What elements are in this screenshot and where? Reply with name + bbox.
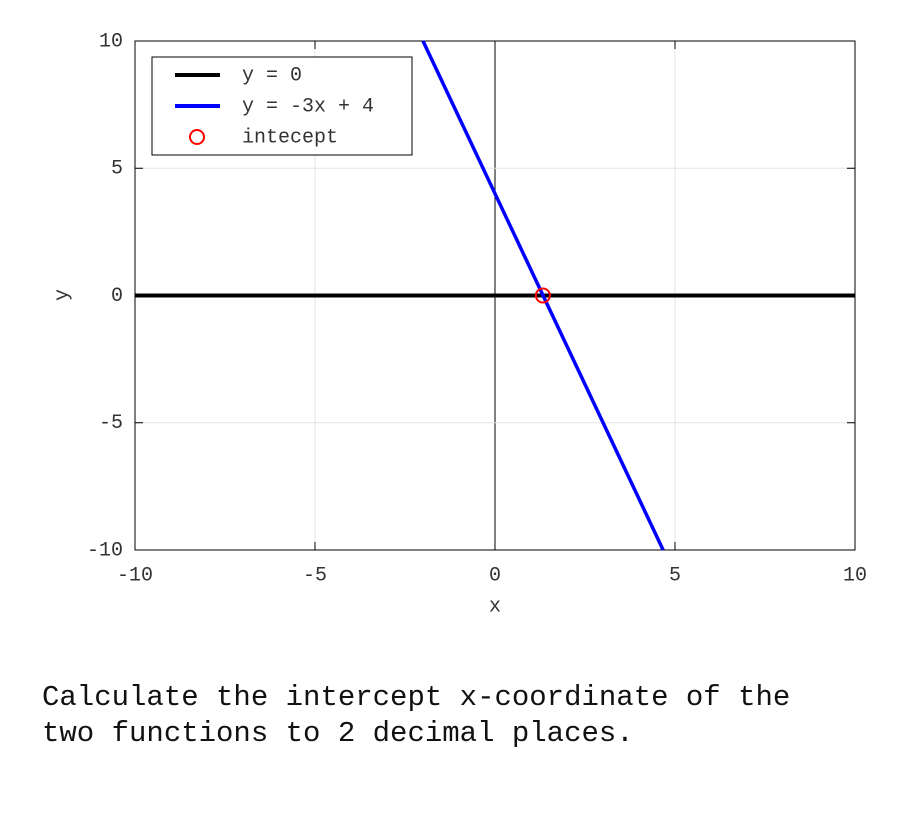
intercept-marker [534,287,551,304]
x-tick-label: 5 [669,564,681,587]
line [421,40,665,551]
x-tick-label: -5 [303,564,327,587]
legend-swatch [189,129,205,145]
x-tick-label: 10 [843,564,867,587]
y-tick-label: 0 [111,285,123,308]
legend-label: intecept [242,126,338,149]
legend: y = 0 y = -3x + 4 intecept [151,56,413,156]
x-tick-label: -10 [117,564,153,587]
x-axis-label: x [489,595,501,618]
y-tick-label: 10 [99,30,123,53]
legend-label: y = 0 [242,64,302,87]
y-tick-label: -5 [99,412,123,435]
legend-label: y = -3x + 4 [242,95,374,118]
y-axis-label: y [51,289,74,301]
y-tick-label: -10 [87,539,123,562]
y-tick-label: 5 [111,158,123,181]
x-tick-label: 0 [489,564,501,587]
chart: x y -10 -5 0 5 10 -10 -5 0 5 10 y = 0 y = -3x + 4 in… [51,30,867,618]
question: Calculate the intercept x-coordinate of … [42,681,791,750]
